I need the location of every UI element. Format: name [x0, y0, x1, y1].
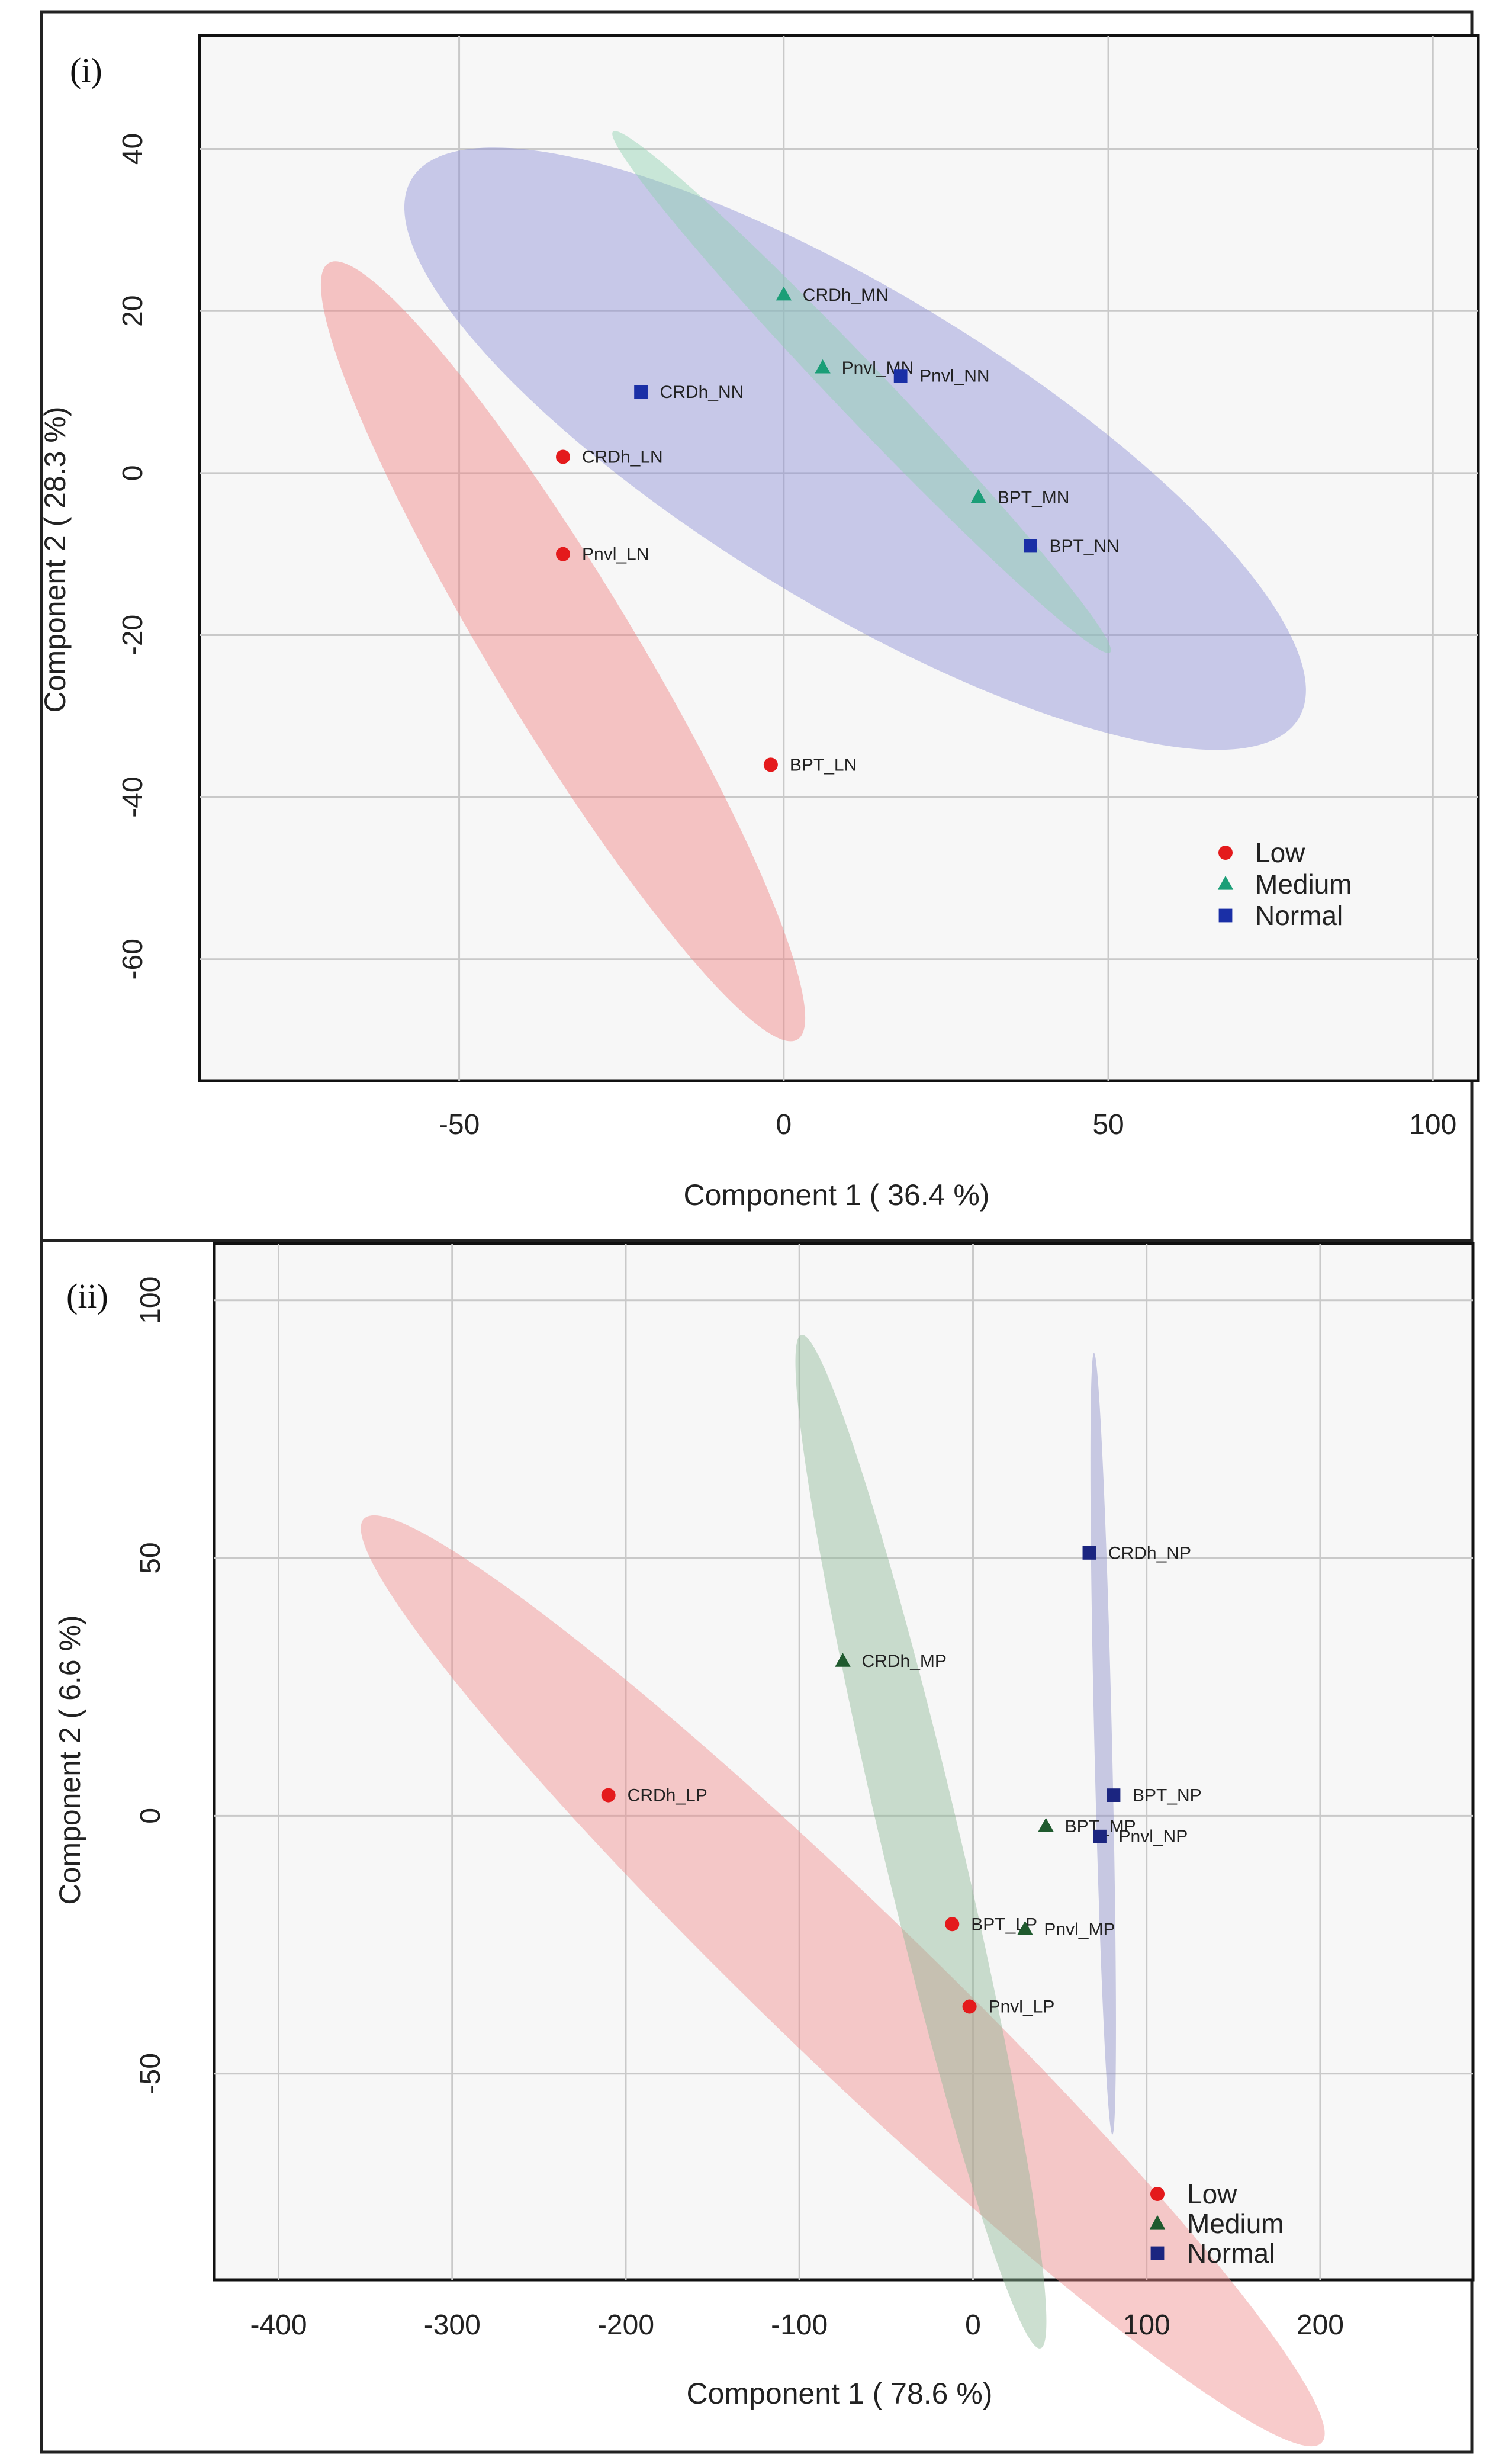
y-tick-label: 0 — [117, 465, 149, 481]
legend-medium-label: Medium — [1255, 869, 1352, 899]
y-tick-label: -50 — [135, 2053, 166, 2094]
ellipse-low — [320, 261, 806, 1042]
legend-low-label: Low — [1255, 837, 1305, 868]
ellipse-normal — [404, 147, 1306, 750]
point-crdh-mp — [835, 1653, 851, 1667]
point-crdh-lp — [601, 1788, 616, 1803]
legend-normal-marker — [1150, 2246, 1165, 2260]
x-tick-label: 100 — [1123, 2309, 1170, 2341]
data-points-i: CRDh_LNPnvl_LNBPT_LNCRDh_MNPnvl_MNBPT_MN… — [556, 285, 1120, 775]
point-label: Pnvl_LN — [582, 545, 649, 564]
point-crdh-ln — [556, 449, 571, 464]
panel-ii: (ii) CRDh_LPBPT_LPPnvl_LPCRDh_MPBPT_MPPn… — [40, 1239, 1475, 2454]
ellipse-medium — [795, 1334, 1047, 2349]
point-crdh-np — [1082, 1546, 1096, 1560]
axis-ticks-ii: -400 -300 -200 -100 0 100 200 100 50 0 -50 — [135, 1277, 1344, 2341]
point-label: CRDh_NP — [1108, 1543, 1191, 1563]
y-tick-label: -60 — [117, 939, 149, 979]
point-label: CRDh_MN — [803, 285, 889, 305]
x-tick-label: -50 — [439, 1109, 480, 1141]
plot-area-ii — [213, 1242, 1475, 2282]
point-bpt-nn — [1024, 539, 1037, 553]
x-tick-label: 200 — [1297, 2309, 1344, 2341]
legend-low-label: Low — [1187, 2179, 1237, 2209]
point-label: BPT_NN — [1049, 537, 1119, 556]
y-axis-label-i: Component 2 ( 28.3 %) — [38, 407, 72, 713]
panel-i-label: (i) — [70, 51, 102, 89]
axis-ticks-i: -50 0 50 100 40 20 0 -20 -40 -60 — [117, 133, 1456, 1141]
x-tick-label: -200 — [597, 2309, 654, 2341]
legend-medium-marker — [1217, 875, 1234, 890]
y-tick-label: 20 — [117, 295, 149, 326]
legend-normal-label: Normal — [1255, 900, 1343, 931]
point-pnvl-nn — [893, 369, 908, 383]
confidence-ellipses-ii — [361, 1334, 1325, 2447]
point-label: Pnvl_MP — [1044, 1920, 1115, 1939]
point-label: CRDh_NN — [660, 383, 744, 402]
legend-low-marker — [1150, 2187, 1165, 2201]
y-tick-label: -40 — [117, 776, 149, 817]
grid-i — [200, 36, 1478, 1081]
point-pnvl-np — [1093, 1829, 1107, 1843]
x-tick-label: 50 — [1092, 1109, 1124, 1141]
point-bpt-lp — [945, 1917, 960, 1932]
point-bpt-ln — [763, 757, 778, 772]
legend-low-marker — [1218, 846, 1233, 860]
x-tick-label: -300 — [424, 2309, 481, 2341]
point-label: Pnvl_NP — [1119, 1827, 1188, 1846]
point-label: CRDh_LP — [628, 1786, 707, 1806]
point-label: BPT_LN — [790, 755, 857, 775]
y-tick-label: -20 — [117, 615, 149, 656]
x-axis-label-ii: Component 1 ( 78.6 %) — [687, 2377, 993, 2410]
point-label: Pnvl_LP — [989, 1997, 1055, 2017]
point-pnvl-mn — [815, 359, 831, 374]
ellipse-normal — [1090, 1353, 1116, 2135]
legend-medium-label: Medium — [1187, 2208, 1284, 2239]
point-label: BPT_MN — [998, 488, 1070, 507]
legend-medium-marker — [1149, 2215, 1166, 2230]
point-label: CRDh_MP — [862, 1652, 947, 1671]
point-pnvl-ln — [556, 547, 571, 561]
point-pnvl-mp — [1017, 1920, 1033, 1935]
plot-area-i — [198, 34, 1480, 1082]
legend-normal-label: Normal — [1187, 2238, 1275, 2269]
point-bpt-mp — [1038, 1817, 1054, 1832]
x-tick-label: 0 — [965, 2309, 981, 2341]
panel-ii-label: (ii) — [66, 1277, 108, 1315]
panel-i: (i) CRDh_LNPnvl_LNBPT_LNCRDh_MNPnvl_MNBP… — [38, 10, 1480, 1242]
y-tick-label: 100 — [135, 1277, 166, 1324]
point-label: CRDh_LN — [582, 447, 663, 467]
x-tick-label: 100 — [1409, 1109, 1456, 1141]
point-crdh-nn — [634, 385, 648, 399]
point-pnvl-lp — [962, 1999, 977, 2014]
point-bpt-mn — [970, 489, 986, 503]
legend-normal-marker — [1218, 908, 1233, 923]
point-crdh-mn — [776, 286, 792, 301]
point-label: Pnvl_NN — [919, 367, 989, 386]
data-points-ii: CRDh_LPBPT_LPPnvl_LPCRDh_MPBPT_MPPnvl_MP… — [601, 1543, 1202, 2017]
confidence-ellipses-i — [320, 131, 1306, 1042]
x-tick-label: -400 — [250, 2309, 307, 2341]
ellipse-medium — [612, 131, 1111, 653]
y-tick-label: 0 — [135, 1808, 166, 1824]
y-tick-label: 40 — [117, 133, 149, 165]
grid-ii — [214, 1244, 1473, 2280]
x-tick-label: 0 — [776, 1109, 792, 1141]
x-axis-label-i: Component 1 ( 36.4 %) — [684, 1178, 990, 1212]
point-bpt-np — [1107, 1788, 1121, 1802]
point-label: BPT_NP — [1133, 1786, 1202, 1806]
y-axis-label-ii: Component 2 ( 6.6 %) — [53, 1615, 86, 1904]
y-tick-label: 50 — [135, 1542, 166, 1573]
x-tick-label: -100 — [771, 2309, 828, 2341]
ellipse-low — [361, 1515, 1325, 2447]
